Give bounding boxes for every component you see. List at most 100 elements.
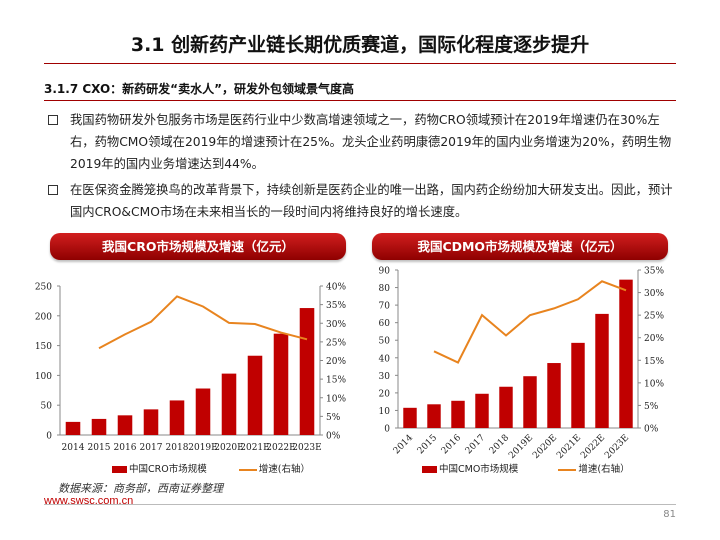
cdmo-legend-bar-label: 中国CMO市场规模 xyxy=(439,464,519,475)
cdmo-bar-2019E xyxy=(523,376,537,428)
cro-left-tick-label: 0 xyxy=(46,432,52,442)
cdmo-left-tick-label: 30 xyxy=(379,372,391,382)
bullet-text-1: 我国药物研发外包服务市场是医药行业中少数高增速领域之一，药物CRO领域预计在20… xyxy=(70,113,672,171)
cro-x-tick-label: 2017 xyxy=(140,443,163,453)
cdmo-left-tick-label: 0 xyxy=(384,425,390,435)
bullet-item-1: 我国药物研发外包服务市场是医药行业中少数高增速领域之一，药物CRO领域预计在20… xyxy=(44,109,684,175)
cro-chart-title: 我国CRO市场规模及增速（亿元） xyxy=(50,233,346,260)
cro-legend-line-label: 增速(右轴） xyxy=(258,464,310,475)
cdmo-left-tick-label: 70 xyxy=(379,302,391,312)
cro-bar-2016 xyxy=(117,415,133,435)
cdmo-bar-2017 xyxy=(475,393,489,428)
cdmo-x-tick-label: 2022E xyxy=(579,433,607,460)
cro-x-tick-label: 2020E xyxy=(214,443,243,453)
bullet-item-2: 在医保资金腾笼换鸟的改革背景下，持续创新是医药企业的唯一出路，国内药企纷纷加大研… xyxy=(44,179,684,223)
footer-divider xyxy=(44,504,676,505)
cdmo-left-tick-label: 20 xyxy=(379,389,391,399)
section-divider xyxy=(44,100,676,101)
cro-left-tick-label: 200 xyxy=(35,312,52,322)
bar-legend-swatch xyxy=(422,466,437,473)
cro-bar-2015 xyxy=(91,418,107,435)
cdmo-x-tick-label: 2020E xyxy=(531,433,559,460)
cro-left-tick-label: 150 xyxy=(35,342,52,352)
cro-right-tick-label: 15% xyxy=(326,376,346,386)
data-source-note: 数据来源：商务部，西南证券整理 xyxy=(58,482,223,495)
cdmo-right-tick-label: 5% xyxy=(644,402,659,412)
cdmo-right-tick-label: 35% xyxy=(644,267,664,277)
cro-x-tick-label: 2021E xyxy=(240,443,269,453)
cro-bar-2017 xyxy=(143,409,159,435)
cro-x-tick-label: 2018 xyxy=(166,443,189,453)
cdmo-bar-2020E xyxy=(547,363,561,428)
cro-legend-bar-label: 中国CRO市场规模 xyxy=(129,464,207,475)
line-legend-swatch xyxy=(238,468,257,471)
cdmo-left-tick-label: 60 xyxy=(379,319,391,329)
cdmo-right-tick-label: 20% xyxy=(644,334,664,344)
bullet-text-2: 在医保资金腾笼换鸟的改革背景下，持续创新是医药企业的唯一出路，国内药企纷纷加大研… xyxy=(70,183,673,219)
cro-left-tick-label: 100 xyxy=(35,372,52,382)
cdmo-left-tick-label: 80 xyxy=(379,284,391,294)
cdmo-bar-2015 xyxy=(427,404,441,428)
cro-growth-line xyxy=(98,295,308,350)
cro-right-tick-label: 25% xyxy=(326,338,346,348)
cdmo-right-tick-label: 0% xyxy=(644,425,659,435)
checkbox-bullet-icon xyxy=(48,185,58,195)
cdmo-right-tick-label: 10% xyxy=(644,379,664,389)
cro-left-tick-label: 250 xyxy=(35,283,52,293)
cdmo-bar-2014 xyxy=(403,407,417,428)
cdmo-growth-line xyxy=(433,280,627,364)
cro-right-tick-label: 30% xyxy=(326,320,346,330)
cro-right-tick-label: 20% xyxy=(326,357,346,367)
page-number: 81 xyxy=(663,509,676,520)
line-legend-swatch xyxy=(558,468,577,471)
cdmo-right-tick-label: 30% xyxy=(644,289,664,299)
cro-x-tick-label: 2016 xyxy=(114,443,137,453)
cdmo-x-tick-label: 2016 xyxy=(440,433,463,456)
cdmo-x-tick-label: 2019E xyxy=(507,433,535,460)
cdmo-left-tick-label: 10 xyxy=(379,407,391,417)
cdmo-bar-2021E xyxy=(571,342,585,428)
cdmo-legend-line-label: 增速(右轴） xyxy=(578,464,630,475)
cdmo-right-tick-label: 15% xyxy=(644,357,664,367)
cro-chart-legend: 中国CRO市场规模 增速(右轴） xyxy=(112,461,310,475)
cdmo-bar-2023E xyxy=(619,279,633,428)
cdmo-bar-2018 xyxy=(499,386,513,428)
cro-bar-2022E xyxy=(273,333,289,435)
cdmo-chart-title: 我国CDMO市场规模及增速（亿元） xyxy=(372,233,668,260)
cro-bar-2023E xyxy=(299,308,315,435)
cro-x-tick-label: 2019E xyxy=(188,443,217,453)
cro-x-tick-label: 2022E xyxy=(266,443,295,453)
cro-x-tick-label: 2015 xyxy=(88,443,111,453)
cro-bar-2014 xyxy=(65,421,81,435)
cro-bar-2019E xyxy=(195,388,211,435)
cro-x-tick-label: 2023E xyxy=(292,443,321,453)
cdmo-bar-2022E xyxy=(595,313,609,428)
cdmo-x-tick-label: 2017 xyxy=(464,433,487,456)
cdmo-x-tick-label: 2014 xyxy=(392,433,415,456)
cdmo-left-tick-label: 50 xyxy=(379,337,391,347)
website-link[interactable]: www.swsc.com.cn xyxy=(44,495,134,507)
cdmo-x-tick-label: 2021E xyxy=(555,433,583,460)
cro-chart: 0 50 100 150 200 250 0% 5% 10% 15% 20% 25% 30% 35% 40%… xyxy=(35,283,347,454)
page-title: 3.1 创新药产业链长期优质赛道，国际化程度逐步提升 xyxy=(130,34,590,56)
cro-x-tick-label: 2014 xyxy=(62,443,85,453)
cro-right-tick-label: 5% xyxy=(326,413,341,423)
cdmo-x-tick-label: 2023E xyxy=(603,433,631,460)
cro-left-tick-label: 50 xyxy=(41,402,53,412)
cdmo-x-tick-label: 2015 xyxy=(416,433,439,456)
cro-right-tick-label: 0% xyxy=(326,432,341,442)
cdmo-chart: 0 10 20 30 40 50 60 70 80 90 0% 5% 10% 15% 20% 25% 30% 35… xyxy=(379,267,665,461)
cro-right-tick-label: 10% xyxy=(326,394,346,404)
cdmo-chart-legend: 中国CMO市场规模 增速(右轴） xyxy=(422,461,630,475)
cdmo-right-tick-label: 25% xyxy=(644,312,664,322)
title-divider xyxy=(44,63,676,64)
cro-right-tick-label: 40% xyxy=(326,283,346,293)
cro-right-tick-label: 35% xyxy=(326,301,346,311)
cro-bar-2020E xyxy=(221,373,237,435)
cdmo-bar-2016 xyxy=(451,400,465,428)
cdmo-left-tick-label: 40 xyxy=(379,354,391,364)
section-heading: 3.1.7 CXO：新药研发“卖水人”，研发外包领域景气度高 xyxy=(44,82,354,96)
bar-legend-swatch xyxy=(112,466,127,473)
cro-bar-2018 xyxy=(169,400,185,435)
cdmo-left-tick-label: 90 xyxy=(379,267,391,277)
